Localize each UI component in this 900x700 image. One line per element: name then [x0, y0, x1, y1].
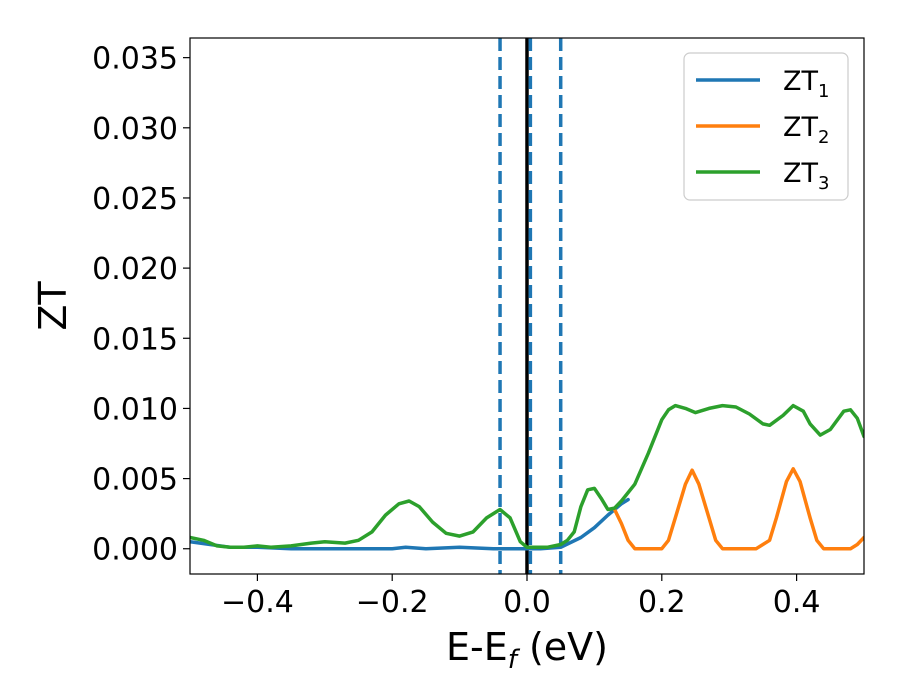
y-axis: 0.000 0.005 0.010 0.015 0.020 0.025 0.030 0.035	[92, 42, 190, 568]
legend-label-zt1: ZT1	[783, 66, 829, 102]
series-line-zt3	[190, 403, 864, 550]
legend: ZT1 ZT2 ZT3	[683, 52, 849, 201]
legend-box	[683, 52, 849, 201]
y-tick-label: 0.015	[92, 322, 178, 357]
legend-label-zt2: ZT2	[783, 112, 829, 148]
y-tick-label: 0.010	[92, 392, 178, 427]
x-tick-label: 0.0	[503, 585, 551, 620]
y-tick-label: 0.030	[92, 112, 178, 147]
x-axis-label: E-Ef (eV)	[446, 625, 608, 675]
x-axis: −0.4 −0.2 0.0 0.2 0.4	[221, 574, 820, 620]
vertical-reference-lines	[498, 38, 563, 574]
legend-label-zt3: ZT3	[783, 158, 829, 194]
y-tick-label: 0.005	[92, 463, 178, 498]
x-tick-label: −0.4	[221, 585, 294, 620]
y-tick-label: 0.020	[92, 252, 178, 287]
y-tick-label: 0.035	[92, 42, 178, 77]
series-line-zt2	[612, 467, 864, 551]
x-tick-label: 0.2	[638, 585, 686, 620]
y-tick-label: 0.000	[92, 533, 178, 568]
y-axis-label: ZT	[31, 281, 75, 331]
y-tick-label: 0.025	[92, 182, 178, 217]
x-tick-label: −0.2	[356, 585, 429, 620]
series-lines	[190, 403, 864, 551]
x-tick-label: 0.4	[773, 585, 821, 620]
